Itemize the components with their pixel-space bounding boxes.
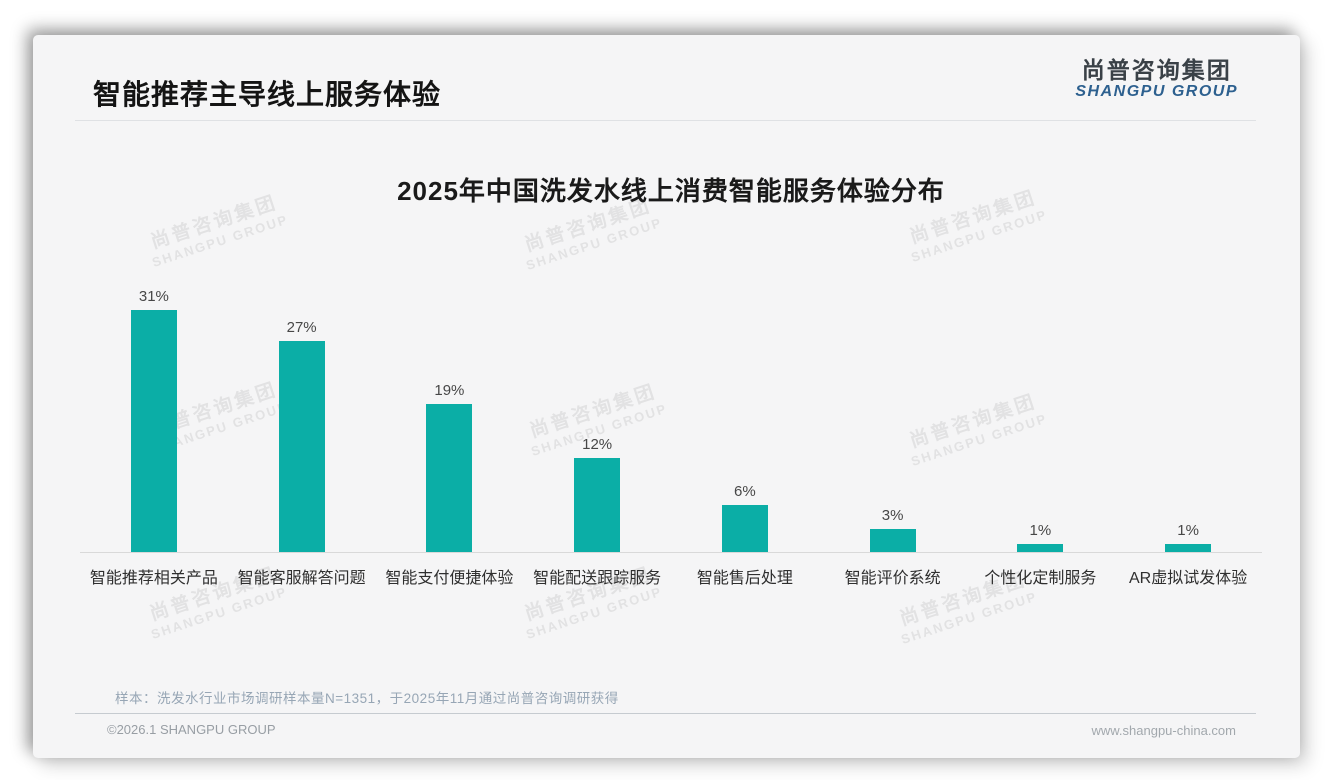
bar-value-label: 27% [286, 319, 317, 336]
header-divider [75, 120, 1256, 121]
bar [278, 341, 325, 552]
logo-text-cn: 尚普咨询集团 [1081, 57, 1232, 83]
bar [1165, 544, 1212, 552]
chart-title: 2025年中国洗发水线上消费智能服务体验分布 [397, 176, 945, 206]
bar-category-label: 智能推荐相关产品 [89, 570, 218, 587]
bar-value-label: 12% [582, 436, 613, 453]
bar-value-label: 1% [1029, 522, 1052, 539]
bar-category-label: 智能客服解答问题 [237, 570, 366, 587]
bar-category-label: 智能支付便捷体验 [385, 570, 514, 587]
bar [426, 404, 473, 552]
bar-value-label: 6% [734, 483, 756, 500]
bar-category-label: AR虚拟试发体验 [1129, 570, 1248, 587]
bar-value-label: 1% [1177, 522, 1199, 539]
bar-column: 12% [523, 35, 671, 552]
bar-value-label: 31% [138, 288, 169, 305]
company-logo: 尚普咨询集团 SHANGPU GROUP [1075, 57, 1238, 101]
bar-column: 1% [967, 35, 1115, 552]
bar-columns: 31% 27% 19% 12% 6% 3% 1% 1% [80, 35, 1262, 552]
bar-category-label: 个性化定制服务 [984, 570, 1097, 587]
bar-column: 31% [80, 35, 228, 552]
bar-column: 27% [228, 35, 376, 552]
category-labels: 智能推荐相关产品 智能客服解答问题 智能支付便捷体验 智能配送跟踪服务 智能售后处理 智能… [80, 564, 1262, 588]
bar [1017, 544, 1064, 552]
bar-column: 1% [1114, 35, 1262, 552]
footer-copyright: ©2026.1 SHANGPU GROUP [107, 722, 276, 737]
logo-text-en: SHANGPU GROUP [1075, 83, 1238, 101]
page-title: 智能推荐主导线上服务体验 [93, 79, 442, 110]
x-axis-line [80, 552, 1262, 553]
bar [574, 458, 621, 552]
bar-chart: 31% 27% 19% 12% 6% 3% 1% 1% 智能推荐相关产品 智能客服解答问题 智能支… [80, 35, 1262, 587]
bar-column: 3% [819, 35, 967, 552]
footer-divider [75, 713, 1256, 714]
bar-category-label: 智能配送跟踪服务 [533, 570, 662, 587]
bar [721, 505, 768, 552]
sample-note: 样本：洗发水行业市场调研样本量N=1351，于2025年11月通过尚普咨询调研获… [115, 691, 619, 706]
bar-value-label: 3% [881, 507, 904, 524]
bar-value-label: 19% [434, 382, 465, 399]
bar-category-label: 智能售后处理 [696, 570, 793, 587]
bar-column: 19% [376, 35, 524, 552]
bar [869, 529, 916, 552]
bar-category-label: 智能评价系统 [844, 570, 941, 587]
slide-card: 尚普咨询集团 SHANGPU GROUP 尚普咨询集团 SHANGPU GROU… [33, 35, 1300, 758]
bar [130, 310, 177, 552]
footer-website: www.shangpu-china.com [1091, 723, 1236, 738]
bar-column: 6% [671, 35, 819, 552]
